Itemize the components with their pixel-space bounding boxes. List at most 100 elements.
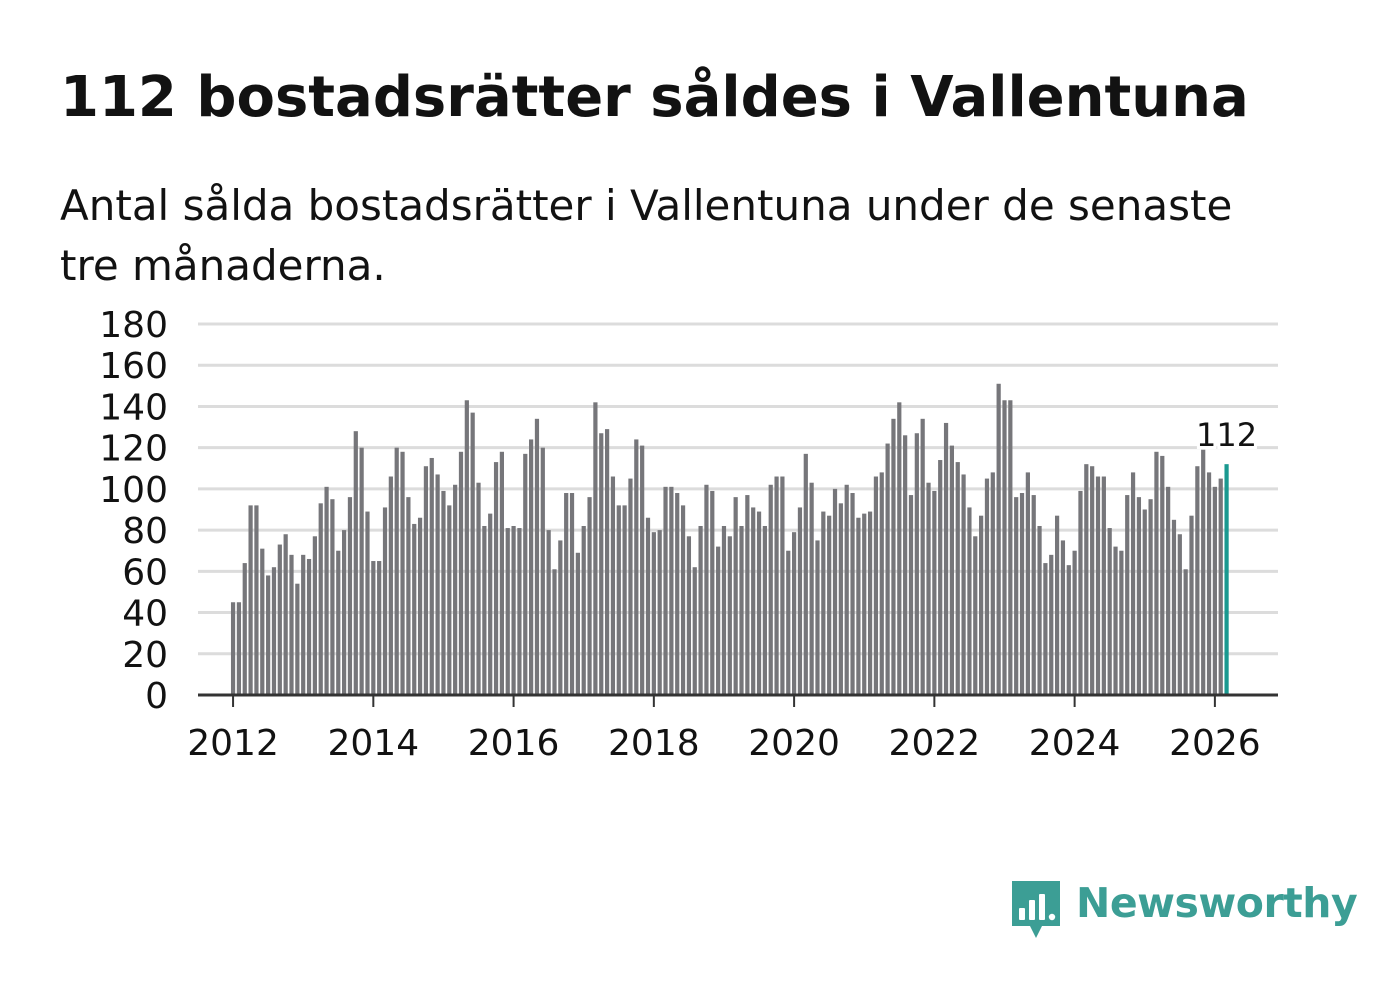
chart-subtitle: Antal sålda bostadsrätter i Vallentuna u…	[60, 181, 1233, 290]
bar	[301, 554, 306, 695]
bar	[488, 513, 493, 695]
bar	[453, 484, 458, 695]
bar	[692, 567, 697, 695]
bar	[441, 490, 446, 695]
bar	[1072, 550, 1077, 695]
bar	[1130, 472, 1136, 695]
bar	[786, 550, 791, 695]
bar	[938, 460, 943, 695]
bar	[564, 493, 569, 695]
bar	[651, 532, 656, 695]
bar	[1166, 486, 1171, 695]
bar	[1008, 400, 1013, 695]
bar	[1031, 495, 1036, 695]
bar	[850, 493, 855, 695]
bar	[680, 505, 686, 695]
bar	[897, 402, 902, 695]
x-tick-label: 2026	[1169, 723, 1261, 764]
bar	[230, 602, 236, 695]
bar	[534, 418, 540, 695]
bar	[353, 431, 358, 695]
bar	[756, 511, 762, 695]
bar	[1107, 528, 1112, 695]
bar	[885, 443, 890, 695]
bar	[990, 472, 995, 695]
bar	[482, 525, 487, 695]
bar	[318, 503, 323, 695]
bar	[1142, 509, 1147, 695]
bar	[1043, 563, 1048, 695]
x-tick-label: 2016	[468, 723, 560, 764]
bar	[377, 561, 382, 695]
bar	[973, 536, 978, 695]
bar	[961, 474, 966, 695]
bar	[832, 488, 838, 695]
bar	[447, 505, 452, 695]
bar	[751, 507, 756, 695]
bar	[581, 525, 586, 695]
x-tick-label: 2012	[187, 723, 279, 764]
bar	[505, 528, 510, 695]
bar	[727, 536, 732, 695]
bar	[429, 457, 434, 695]
bar	[1049, 554, 1054, 695]
bar	[873, 476, 879, 695]
bar	[260, 548, 265, 695]
bar	[821, 511, 826, 695]
last-value-label: 112	[1196, 416, 1257, 454]
bar	[1113, 546, 1118, 695]
bar	[949, 445, 954, 695]
bar	[324, 486, 329, 695]
bar	[979, 515, 984, 695]
bar	[908, 495, 914, 695]
bar	[891, 418, 896, 695]
bar	[628, 478, 633, 695]
y-tick-label: 40	[122, 594, 168, 635]
y-tick-label: 60	[122, 552, 168, 593]
bar	[493, 462, 499, 695]
bar	[1195, 466, 1200, 695]
bar	[686, 536, 692, 695]
bar	[721, 525, 727, 695]
bar	[967, 507, 972, 695]
bar	[1084, 464, 1089, 695]
x-tick-label: 2020	[748, 723, 840, 764]
y-tick-label: 120	[99, 429, 168, 470]
bar	[306, 558, 312, 695]
bar	[856, 517, 861, 695]
bar	[879, 472, 884, 695]
bar	[295, 583, 300, 695]
bar	[640, 445, 645, 695]
bar	[698, 525, 703, 695]
bar	[1119, 550, 1124, 695]
bar	[1177, 534, 1182, 695]
bar	[1002, 400, 1007, 695]
bar	[382, 507, 388, 695]
bar	[599, 433, 604, 695]
brand-name: Newsworthy	[1076, 879, 1358, 927]
bar	[1218, 478, 1223, 695]
y-tick-label: 100	[99, 470, 168, 511]
bar	[792, 532, 797, 695]
bar	[499, 451, 504, 695]
bar	[1154, 451, 1159, 695]
bar	[984, 478, 990, 695]
bar	[675, 493, 680, 695]
bar-highlight	[1224, 464, 1229, 695]
bar	[803, 453, 808, 695]
bar	[914, 433, 919, 695]
bar	[762, 525, 767, 695]
bar	[371, 561, 376, 695]
bar	[593, 402, 598, 695]
bar	[476, 482, 481, 695]
bar	[663, 486, 668, 695]
y-tick-label: 140	[99, 387, 168, 428]
bar	[552, 569, 557, 695]
bar	[236, 602, 242, 695]
bar	[645, 517, 651, 695]
bar	[458, 451, 464, 695]
bar	[312, 536, 317, 695]
x-tick-label: 2018	[608, 723, 700, 764]
